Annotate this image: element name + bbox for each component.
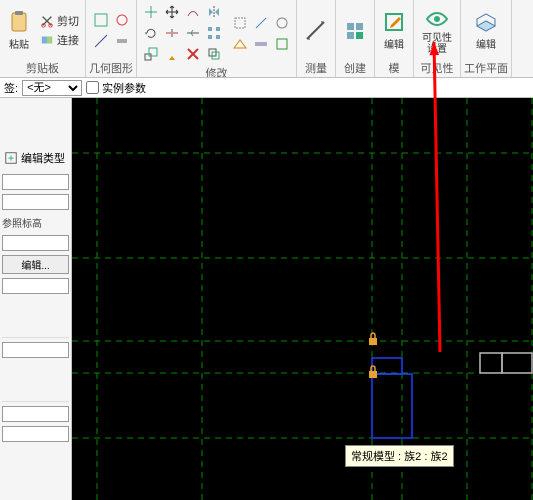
instance-param-checkbox[interactable]: 实例参数 <box>86 80 146 96</box>
trim-icon[interactable] <box>162 23 182 43</box>
instance-param-input[interactable] <box>86 81 99 94</box>
drawing-canvas[interactable]: 常规模型 : 族2 : 族2 <box>72 98 533 500</box>
group-label-modify: 修改 <box>206 64 228 78</box>
offset-icon[interactable] <box>183 2 203 22</box>
geom-icon-4[interactable] <box>112 31 132 51</box>
rotate-icon[interactable] <box>141 23 161 43</box>
group-label-clipboard: 剪贴板 <box>26 59 59 77</box>
align-icon[interactable] <box>141 2 161 22</box>
cut-button[interactable]: 剪切 <box>37 12 82 30</box>
mod-c-icon[interactable] <box>272 13 292 33</box>
tag-bar: 签: <无> 实例参数 <box>0 78 533 98</box>
edit-button[interactable]: 编辑... <box>2 255 69 274</box>
scale-icon[interactable] <box>141 44 161 64</box>
paste-label: 粘贴 <box>9 36 29 51</box>
mod-d-icon[interactable] <box>230 34 250 54</box>
array-icon[interactable] <box>204 23 224 43</box>
group-label-create: 创建 <box>344 59 366 77</box>
ribbon-group-geometry: 几何图形 <box>86 0 137 77</box>
delete-icon[interactable] <box>183 44 203 64</box>
mod-b-icon[interactable] <box>251 13 271 33</box>
mod-e-icon[interactable] <box>251 34 271 54</box>
workplane-button[interactable]: 编辑 <box>470 8 502 53</box>
measure-button[interactable] <box>300 17 332 45</box>
pin-icon[interactable] <box>162 44 182 64</box>
visibility-button[interactable]: 可见性设置 <box>417 5 457 57</box>
ribbon-group-visibility: 可见性设置 可见性 <box>414 0 461 77</box>
split-icon[interactable] <box>183 23 203 43</box>
join-button[interactable]: 连接 <box>37 31 82 49</box>
mod-a-icon[interactable] <box>230 13 250 33</box>
move-icon[interactable] <box>162 2 182 22</box>
element-tooltip: 常规模型 : 族2 : 族2 <box>345 445 454 467</box>
edit-family-button[interactable]: 编辑 <box>378 8 410 53</box>
workplane-label: 编辑 <box>476 36 496 51</box>
prop-field-6[interactable] <box>2 406 69 422</box>
create-button[interactable] <box>339 17 371 45</box>
copy-icon[interactable] <box>204 44 224 64</box>
properties-panel: 编辑类型 参照标高 编辑... <box>0 98 72 500</box>
group-label-workplane: 工作平面 <box>464 59 508 77</box>
mod-f-icon[interactable] <box>272 34 292 54</box>
group-label-measure: 测量 <box>305 59 327 77</box>
ribbon-group-create: 创建 <box>336 0 375 77</box>
prop-field-1[interactable] <box>2 174 69 190</box>
edit-type-heading[interactable]: 编辑类型 <box>2 146 69 170</box>
ribbon-group-workplane: 编辑 工作平面 <box>461 0 512 77</box>
ref-level-label: 参照标高 <box>2 214 69 231</box>
prop-field-5[interactable] <box>2 342 69 358</box>
ribbon: 粘贴 剪切 连接 剪贴板 几何图形 <box>0 0 533 78</box>
mirror-icon[interactable] <box>204 2 224 22</box>
ribbon-group-clipboard: 粘贴 剪切 连接 剪贴板 <box>0 0 86 77</box>
prop-field-4[interactable] <box>2 278 69 294</box>
paste-button[interactable]: 粘贴 <box>3 8 35 53</box>
tag-select[interactable]: <无> <box>22 80 82 96</box>
visibility-label: 可见性设置 <box>422 33 452 55</box>
ribbon-group-measure: 测量 <box>297 0 336 77</box>
group-label-mode: 模 <box>389 59 400 77</box>
edit-family-label: 编辑 <box>384 36 404 51</box>
prop-field-2[interactable] <box>2 194 69 210</box>
group-label-geometry: 几何图形 <box>89 59 133 77</box>
group-label-visibility: 可见性 <box>421 59 454 77</box>
geom-icon-3[interactable] <box>91 31 111 51</box>
ribbon-group-modify: 修改 <box>137 0 297 77</box>
prop-field-7[interactable] <box>2 426 69 442</box>
geom-icon-1[interactable] <box>91 10 111 30</box>
geom-icon-2[interactable] <box>112 10 132 30</box>
ribbon-group-family: 编辑 模 <box>375 0 414 77</box>
tag-label: 签: <box>4 80 18 96</box>
prop-field-3[interactable] <box>2 235 69 251</box>
